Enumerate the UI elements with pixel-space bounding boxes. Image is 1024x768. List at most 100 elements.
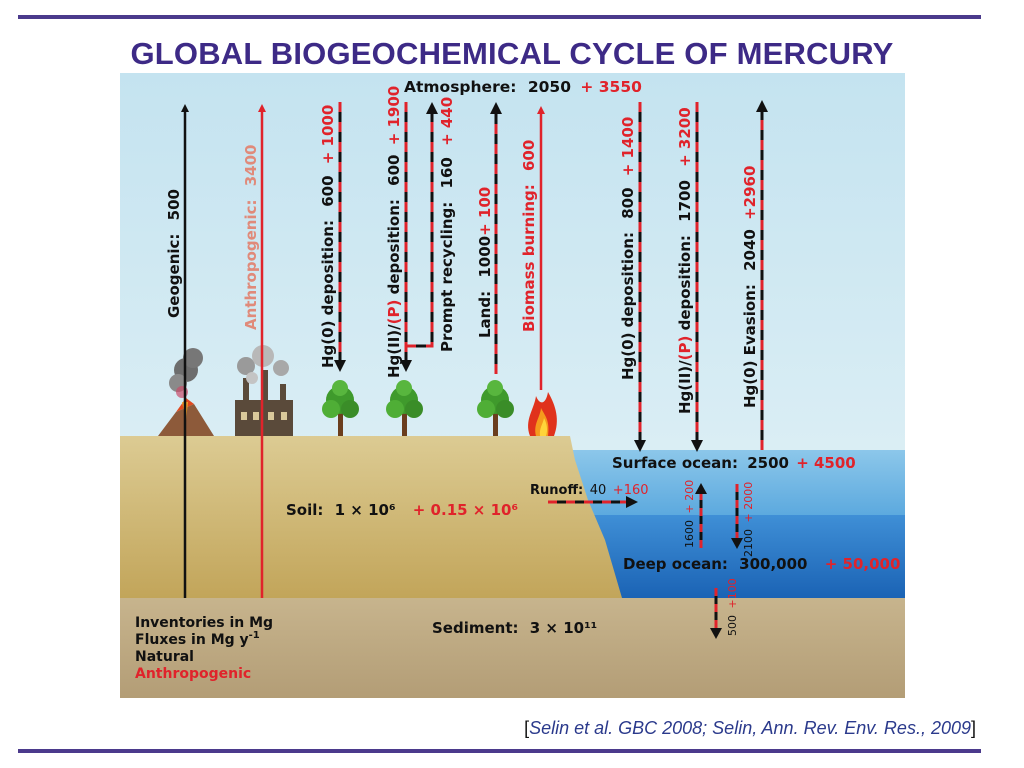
upwelling-natural: 1600 [683,520,696,548]
svg-text:Atmosphere: 2050 + 355: Atmosphere: 2050 + 3550 [404,78,642,96]
legend-anthropogenic: Anthropogenic [135,666,251,682]
citation-open-bracket: [ [524,718,530,738]
svg-text:2100 + 2000: 2100 + 2000 [742,482,755,557]
atmosphere-label: Atmosphere: [404,78,516,96]
hg0-dep-ocean-natural: 800 [619,187,637,218]
page-title: GLOBAL BIOGEOCHEMICAL CYCLE OF MERCURY [130,36,894,71]
hg0-dep-ocean-anthro: + 1400 [619,117,637,177]
soil-anthro: + 0.15 × 10⁶ [413,501,518,519]
hg0-evasion-label: Hg(0) Evasion: [741,284,759,408]
hg2-dep-land-label-a: Hg(II)/ [385,324,403,378]
hg2-dep-ocean-label-b: (P) [676,336,694,361]
hg0-dep-land-anthro: + 1000 [319,105,337,165]
prompt-recycling-anthro: + 440 [438,97,456,146]
land-arrow [490,102,502,374]
anthropogenic-value: 3400 [242,145,260,187]
hg2-dep-land-natural: 600 [385,155,403,186]
hg2-dep-ocean-natural: 1700 [676,180,694,222]
runoff-label: Runoff: [530,483,583,498]
svg-text:Hg(II)/(P) deposition: 600: Hg(II)/(P) deposition: 600 + 1900 [385,86,403,378]
runoff-natural: 40 [590,483,607,498]
svg-text:Surface ocean: 2500 +: Surface ocean: 2500 + 4500 [612,454,856,472]
svg-text:Hg(0) deposition: 800: Hg(0) deposition: 800 + 1400 [619,117,637,380]
prompt-recycling-natural: 160 [438,157,456,188]
atmosphere-anthro: + 3550 [580,78,642,96]
downwelling-anthro: + 2000 [742,482,755,523]
legend-inventories: Inventories in Mg [135,615,273,631]
deep-ocean-anthro: + 50,000 [825,555,901,573]
svg-text:Hg(0) deposition: 600: Hg(0) deposition: 600 + 1000 [319,105,337,368]
hg2-dep-land-label-b: (P) [385,300,403,325]
atmosphere-natural: 2050 [528,78,571,96]
geogenic-label: Geogenic: [165,234,183,318]
surface-ocean-anthro: + 4500 [796,454,856,472]
soil-label: Soil: [286,501,323,519]
legend-fluxes-sup: -1 [249,630,260,641]
land-label: Land: [476,291,494,338]
hg0-evasion-natural: 2040 [741,229,759,271]
legend: Inventories in Mg Fluxes in Mg y-1 Natur… [135,615,273,682]
deep-ocean-label: Deep ocean: [623,555,728,573]
hg0-deposition-ocean-arrow [634,102,646,452]
hg0-evasion-anthro: +2960 [741,166,759,220]
sediment-label: Sediment: [432,619,519,637]
tree-icon [322,380,359,436]
tree-icon [386,380,423,436]
runoff-anthro: +160 [613,483,649,498]
deep-ocean-natural: 300,000 [739,555,807,573]
factory-icon [235,345,293,436]
hg2-deposition-ocean-arrow [691,102,703,452]
svg-text:Land: 1000+ 100: Land: 1000+ 100 [476,187,494,338]
hg0-dep-ocean-label: Hg(0) deposition: [619,232,637,380]
citation-text: Selin et al. GBC 2008; Selin, Ann. Rev. … [529,718,971,738]
surface-ocean-natural: 2500 [747,454,789,472]
prompt-recycling-arrow [406,102,438,348]
hg2-dep-ocean-label-c: deposition: [676,235,694,336]
biomass-burning-value: 600 [520,140,538,171]
svg-text:Soil: 1 × 10⁶ + 0.15 ×: Soil: 1 × 10⁶ + 0.15 × 10⁶ [286,501,518,519]
land-natural: 1000 [476,236,494,278]
surface-ocean-label: Surface ocean: [612,454,738,472]
legend-natural: Natural [135,649,194,665]
tree-icon [477,380,514,436]
hg0-dep-land-label: Hg(0) deposition: [319,220,337,368]
fire-icon [528,392,557,436]
svg-text:1600 + 200: 1600 + 200 [683,480,696,548]
svg-text:Sediment: 3 × 10¹¹: Sediment: 3 × 10¹¹ [432,619,597,637]
burial-anthro: +100 [726,578,739,608]
burial-natural: 500 [726,615,739,636]
biomass-burning-label: Biomass burning: [520,184,538,332]
hg0-dep-land-natural: 600 [319,175,337,206]
citation-close-bracket: ] [970,718,976,738]
svg-text:Anthropogenic: 3400: Anthropogenic: 3400 [242,145,260,331]
sediment-natural: 3 × 10¹¹ [530,619,597,637]
burial-arrow [710,588,722,639]
svg-text:Prompt recycling: 160: Prompt recycling: 160 + 440 [438,97,456,352]
svg-text:Deep ocean: 300,000 +: Deep ocean: 300,000 + 50,000 [623,555,900,573]
hg0-evasion-arrow [756,100,768,450]
hg2-dep-land-label-c: deposition: [385,199,403,300]
soil-natural: 1 × 10⁶ [335,501,396,519]
downwelling-arrow [731,484,743,549]
svg-text:Fluxes in Mg y-1: Fluxes in Mg y-1 [135,630,260,648]
anthropogenic-label: Anthropogenic: [242,199,260,330]
hg0-deposition-land-arrow [334,102,346,372]
svg-text:Hg(II)/(P) deposition: 170: Hg(II)/(P) deposition: 1700 + 3200 [676,107,694,414]
land-anthro: + 100 [476,187,494,236]
svg-text:Runoff: 40 +160: Runoff: 40 +160 [530,483,649,498]
citation: [Selin et al. GBC 2008; Selin, Ann. Rev.… [524,718,976,739]
upwelling-anthro: + 200 [683,480,696,514]
hg2-dep-ocean-label-a: Hg(II)/ [676,360,694,414]
svg-text:Geogenic: 500: Geogenic: 500 [165,189,183,318]
sediment-region [120,598,905,698]
top-rule [18,15,981,19]
hg2-deposition-land-arrow [400,102,412,372]
svg-text:Biomass burning: 600: Biomass burning: 600 [520,140,538,332]
prompt-recycling-label: Prompt recycling: [438,202,456,352]
downwelling-natural: 2100 [742,529,755,557]
hg2-dep-ocean-anthro: + 3200 [676,107,694,167]
svg-text:500 +100: 500 +100 [726,578,739,636]
geogenic-value: 500 [165,189,183,220]
legend-fluxes: Fluxes in Mg y [135,632,249,648]
